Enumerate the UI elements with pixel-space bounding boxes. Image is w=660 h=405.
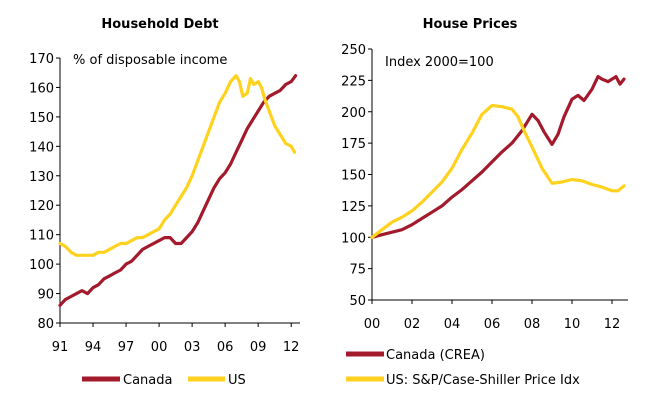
prices-x-tick-label: 12 <box>604 317 621 332</box>
debt-x-tick-label: 97 <box>118 340 135 355</box>
legend-label-canada-crea: Canada (CREA) <box>386 348 485 363</box>
debt-y-tick-label: 160 <box>29 81 54 96</box>
debt-y-tick-label: 90 <box>37 288 54 303</box>
house-prices-annotation: Index 2000=100 <box>385 55 494 70</box>
debt-x-tick-label: 06 <box>217 340 234 355</box>
prices-x-tick-label: 06 <box>484 317 501 332</box>
prices-x-tick-label: 02 <box>404 317 421 332</box>
debt-x-tick-label: 03 <box>184 340 201 355</box>
debt-y-tick-label: 150 <box>29 111 54 126</box>
prices-y-tick-label: 75 <box>349 263 366 278</box>
household-debt-lines <box>58 74 298 307</box>
house-prices-axes: 50 75 100 125 150 175 200 225 250 00 02 04 06 08 10 12 <box>341 43 628 332</box>
prices-y-tick-label: 150 <box>341 169 366 184</box>
prices-x-tick-label: 00 <box>364 317 381 332</box>
prices-y-tick-label: 50 <box>349 294 366 309</box>
debt-x-tick-label: 00 <box>151 340 168 355</box>
prices-y-tick-label: 200 <box>341 106 366 121</box>
debt-x-tick-label: 12 <box>283 340 300 355</box>
prices-series-us-s-p-case-shiller-price-idx <box>370 103 626 239</box>
legend-label-us: US <box>228 373 246 388</box>
debt-x-tick-label: 94 <box>85 340 102 355</box>
debt-y-tick-label: 130 <box>29 170 54 185</box>
house-prices-title: House Prices <box>423 17 518 32</box>
debt-y-tick-label: 80 <box>37 317 54 332</box>
household-debt-axes: 80 90 100 110 120 130 140 150 160 170 91 94 97 00 03 06… <box>29 52 300 355</box>
prices-series-canada-crea <box>370 74 626 239</box>
prices-y-tick-label: 225 <box>341 74 366 89</box>
debt-y-tick-label: 140 <box>29 140 54 155</box>
prices-x-tick-label: 08 <box>524 317 541 332</box>
prices-x-tick-label: 04 <box>444 317 461 332</box>
debt-x-tick-label: 09 <box>250 340 267 355</box>
house-prices-legend: Canada (CREA) US: S&P/Case-Shiller Price… <box>346 348 580 388</box>
prices-y-tick-label: 175 <box>341 137 366 152</box>
house-prices-lines <box>370 74 626 239</box>
prices-y-tick-label: 125 <box>341 200 366 215</box>
legend-label-canada: Canada <box>123 373 172 388</box>
household-debt-title: Household Debt <box>101 17 218 32</box>
prices-x-tick-label: 10 <box>564 317 581 332</box>
house-prices-chart: House Prices Index 2000=100 50 75 100 125 15… <box>341 17 628 388</box>
household-debt-chart: Household Debt % of disposable income 80… <box>29 17 300 388</box>
debt-y-tick-label: 120 <box>29 199 54 214</box>
debt-series-us <box>58 74 297 257</box>
debt-y-tick-label: 110 <box>29 229 54 244</box>
debt-x-tick-label: 91 <box>52 340 69 355</box>
debt-y-tick-label: 100 <box>29 258 54 273</box>
legend-label-us-case-shiller: US: S&P/Case-Shiller Price Idx <box>386 373 580 388</box>
prices-y-tick-label: 250 <box>341 43 366 58</box>
household-debt-annotation: % of disposable income <box>73 53 227 68</box>
prices-y-tick-label: 100 <box>341 231 366 246</box>
debt-y-tick-label: 170 <box>29 52 54 67</box>
debt-series-canada <box>58 74 298 307</box>
household-debt-legend: Canada US <box>82 373 246 388</box>
